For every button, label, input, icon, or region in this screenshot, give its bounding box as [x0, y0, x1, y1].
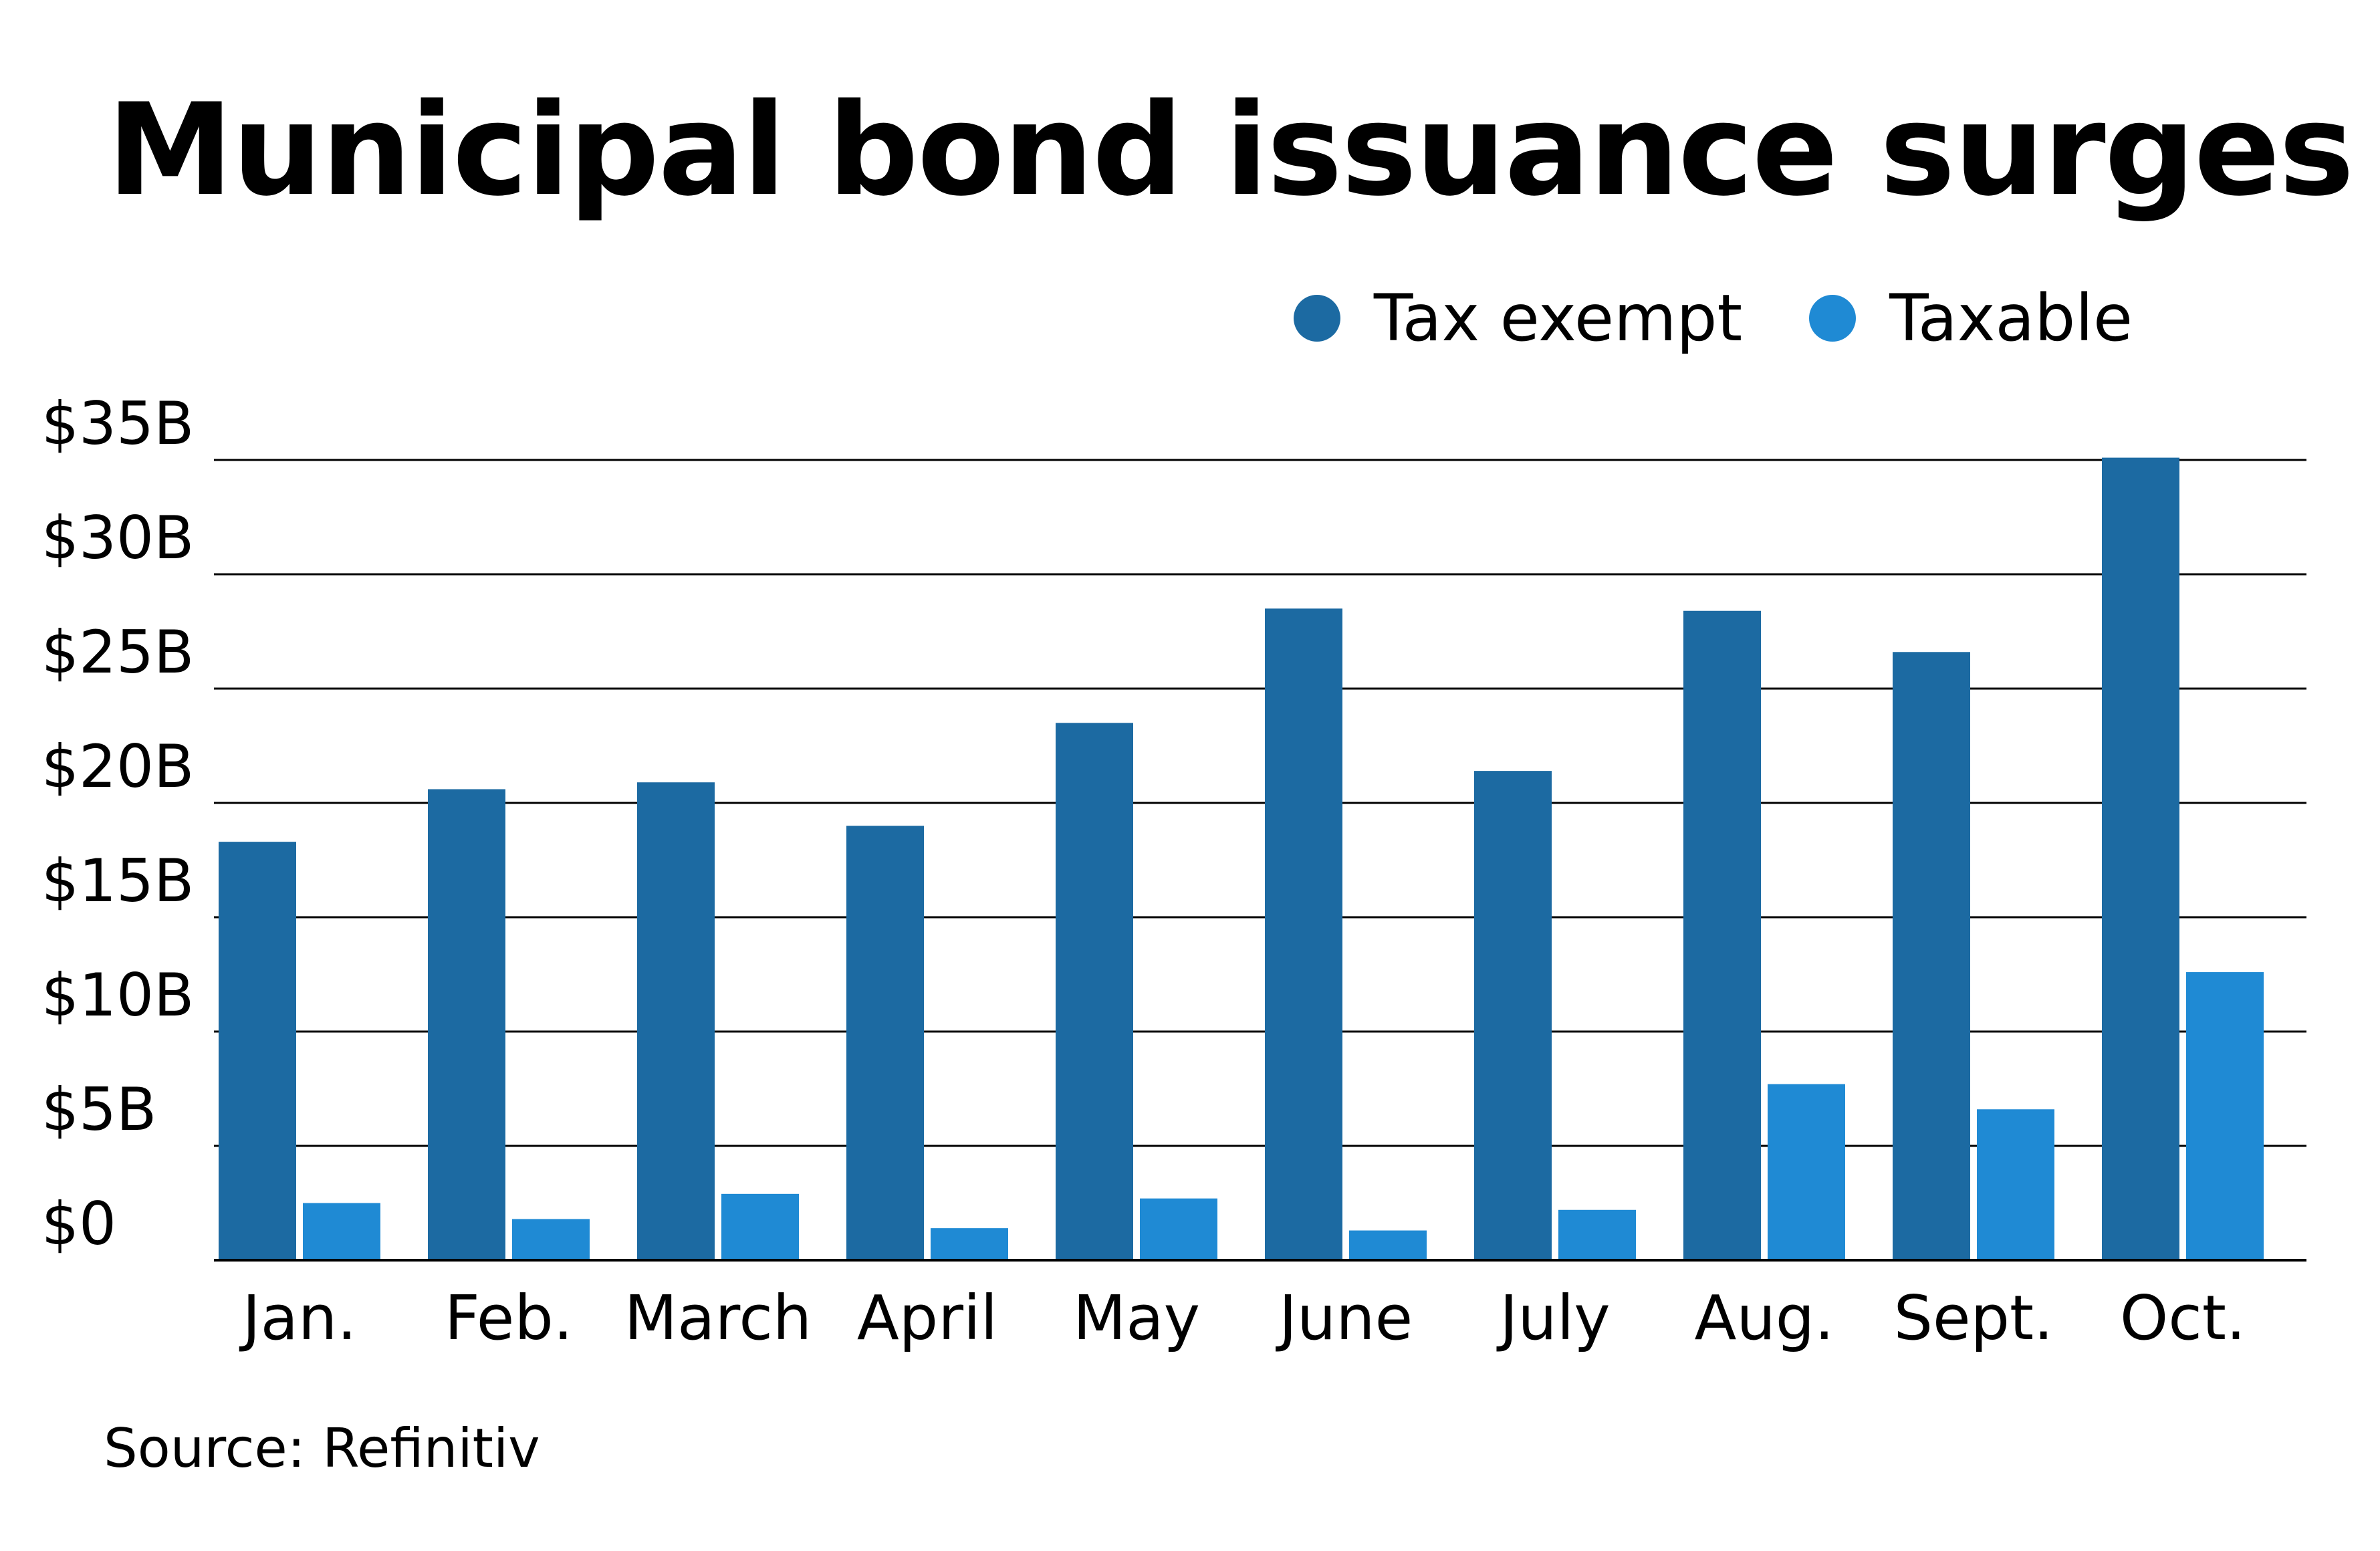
- x-tick-label: May: [1073, 1282, 1200, 1354]
- bar-taxable: [721, 1193, 799, 1260]
- bar-taxable: [1349, 1230, 1427, 1260]
- bar-tax-exempt: [1893, 652, 1970, 1260]
- y-tick-label: $5B: [41, 1075, 156, 1144]
- x-tick-label: Aug.: [1695, 1282, 1834, 1354]
- bar-tax-exempt: [1474, 771, 1552, 1260]
- legend-item-taxable: Taxable: [1809, 281, 2133, 356]
- bar-taxable: [1977, 1109, 2054, 1260]
- bar-taxable: [2186, 972, 2264, 1260]
- y-tick-label: $30B: [41, 503, 194, 572]
- bar-tax-exempt: [1265, 608, 1342, 1260]
- bar-taxable: [1768, 1084, 1845, 1260]
- x-tick-label: Feb.: [445, 1282, 573, 1354]
- legend: Tax exempt Taxable: [1293, 281, 2133, 356]
- y-tick-label: $10B: [41, 961, 194, 1030]
- y-tick-label: $0: [41, 1189, 116, 1258]
- bar-tax-exempt: [637, 782, 715, 1260]
- legend-swatch-taxable: [1809, 295, 1857, 342]
- bar-tax-exempt: [219, 842, 296, 1260]
- bar-taxable: [931, 1228, 1008, 1260]
- bar-tax-exempt: [846, 826, 924, 1260]
- y-tick-label: $20B: [41, 732, 194, 801]
- x-tick-label: July: [1496, 1282, 1610, 1354]
- legend-label-taxable: Taxable: [1889, 281, 2133, 356]
- source-note: Source: Refinitiv: [104, 1417, 540, 1479]
- bar-tax-exempt: [1683, 610, 1761, 1260]
- bar-taxable: [1558, 1209, 1636, 1260]
- bar-taxable: [512, 1219, 590, 1260]
- bar-tax-exempt: [1056, 723, 1133, 1260]
- x-tick-label: June: [1276, 1282, 1413, 1354]
- legend-label-tax-exempt: Tax exempt: [1373, 281, 1743, 356]
- x-tick-label: Jan.: [239, 1282, 356, 1354]
- x-tick-label: Sept.: [1894, 1282, 2054, 1354]
- legend-swatch-tax-exempt: [1293, 295, 1340, 342]
- x-tick-label: April: [857, 1282, 997, 1354]
- y-tick-label: $15B: [41, 846, 194, 915]
- bar-tax-exempt: [2102, 457, 2179, 1260]
- y-tick-label: $25B: [41, 618, 194, 687]
- bar-taxable: [1140, 1198, 1217, 1260]
- bar-tax-exempt: [428, 789, 505, 1260]
- y-tick-label: $35B: [41, 389, 194, 458]
- x-tick-label: March: [624, 1282, 812, 1354]
- legend-item-tax-exempt: Tax exempt: [1293, 281, 1743, 356]
- chart-title: Municipal bond issuance surges: [107, 76, 2355, 224]
- bar-taxable: [303, 1203, 380, 1260]
- x-tick-label: Oct.: [2120, 1282, 2246, 1354]
